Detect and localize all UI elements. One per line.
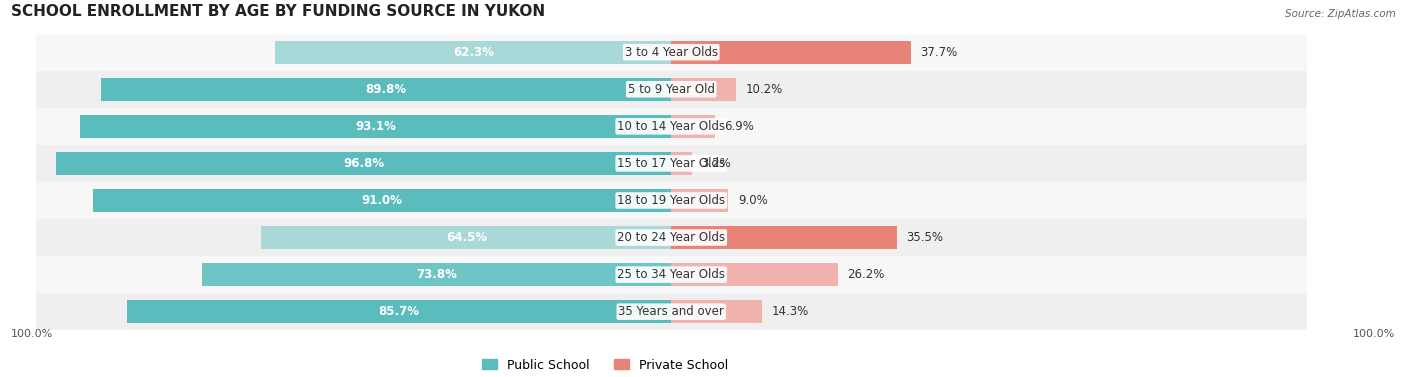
Text: 10 to 14 Year Olds: 10 to 14 Year Olds [617,120,725,133]
Text: 20 to 24 Year Olds: 20 to 24 Year Olds [617,231,725,244]
Bar [37,108,1306,145]
Bar [37,182,1306,219]
Text: 64.5%: 64.5% [446,231,486,244]
Text: 93.1%: 93.1% [356,120,396,133]
Text: 100.0%: 100.0% [10,329,53,340]
Legend: Public School, Private School: Public School, Private School [477,354,734,377]
Bar [127,300,671,323]
Text: 6.9%: 6.9% [724,120,755,133]
Text: 15 to 17 Year Olds: 15 to 17 Year Olds [617,157,725,170]
Bar [262,226,671,249]
Text: 3.2%: 3.2% [702,157,731,170]
Text: 14.3%: 14.3% [772,305,808,318]
Text: 100.0%: 100.0% [1353,329,1396,340]
Bar [671,300,762,323]
Text: SCHOOL ENROLLMENT BY AGE BY FUNDING SOURCE IN YUKON: SCHOOL ENROLLMENT BY AGE BY FUNDING SOUR… [10,4,544,19]
Text: 37.7%: 37.7% [921,46,957,59]
Bar [37,145,1306,182]
Bar [37,293,1306,330]
Bar [671,226,897,249]
Bar [671,78,735,101]
Bar [37,34,1306,70]
Text: 3 to 4 Year Olds: 3 to 4 Year Olds [624,46,718,59]
Text: 5 to 9 Year Old: 5 to 9 Year Old [627,83,714,96]
Text: 9.0%: 9.0% [738,194,768,207]
Bar [56,152,671,175]
Text: 10.2%: 10.2% [745,83,783,96]
Bar [671,115,716,138]
Text: 35 Years and over: 35 Years and over [619,305,724,318]
Bar [671,152,692,175]
Text: 73.8%: 73.8% [416,268,457,281]
Bar [80,115,671,138]
Bar [671,263,838,286]
Text: 89.8%: 89.8% [366,83,406,96]
Bar [37,219,1306,256]
Bar [671,41,911,64]
Text: 35.5%: 35.5% [907,231,943,244]
Text: 96.8%: 96.8% [343,157,384,170]
Text: 25 to 34 Year Olds: 25 to 34 Year Olds [617,268,725,281]
Bar [37,71,1306,108]
Bar [276,41,671,64]
Bar [202,263,671,286]
Text: 26.2%: 26.2% [848,268,884,281]
Text: 18 to 19 Year Olds: 18 to 19 Year Olds [617,194,725,207]
Text: 85.7%: 85.7% [378,305,419,318]
Bar [37,256,1306,293]
Text: 91.0%: 91.0% [361,194,402,207]
Bar [101,78,671,101]
Bar [93,189,671,212]
Text: Source: ZipAtlas.com: Source: ZipAtlas.com [1285,9,1396,19]
Bar [671,189,728,212]
Text: 62.3%: 62.3% [453,46,494,59]
